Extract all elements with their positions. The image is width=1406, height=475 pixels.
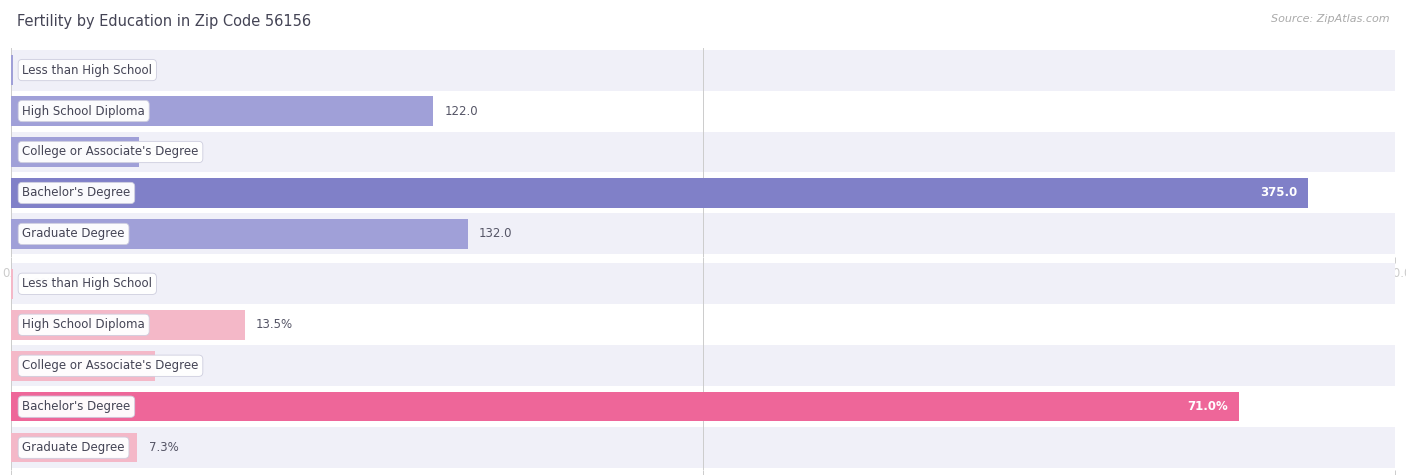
Bar — [11, 427, 1395, 468]
Text: 0.0%: 0.0% — [22, 277, 52, 290]
Text: 122.0: 122.0 — [444, 104, 478, 117]
Text: Graduate Degree: Graduate Degree — [22, 228, 125, 240]
Bar — [11, 263, 1395, 304]
Bar — [11, 392, 1239, 421]
Text: High School Diploma: High School Diploma — [22, 104, 145, 117]
Bar — [11, 433, 138, 463]
Text: 7.3%: 7.3% — [149, 441, 179, 454]
Text: 71.0%: 71.0% — [1187, 400, 1227, 413]
Text: Less than High School: Less than High School — [22, 64, 152, 76]
Text: Graduate Degree: Graduate Degree — [22, 441, 125, 454]
Bar — [11, 351, 155, 380]
Bar — [11, 91, 1395, 132]
Text: Less than High School: Less than High School — [22, 277, 152, 290]
Text: College or Associate's Degree: College or Associate's Degree — [22, 359, 198, 372]
Bar — [11, 213, 1395, 255]
Text: 37.0: 37.0 — [150, 145, 176, 159]
Text: Fertility by Education in Zip Code 56156: Fertility by Education in Zip Code 56156 — [17, 14, 311, 29]
Text: Source: ZipAtlas.com: Source: ZipAtlas.com — [1271, 14, 1389, 24]
Text: 13.5%: 13.5% — [256, 318, 292, 331]
Bar — [11, 386, 1395, 427]
Text: Bachelor's Degree: Bachelor's Degree — [22, 400, 131, 413]
Bar — [11, 304, 1395, 345]
Text: 0.0: 0.0 — [22, 64, 41, 76]
Bar — [11, 172, 1395, 213]
Bar — [11, 96, 433, 126]
Text: College or Associate's Degree: College or Associate's Degree — [22, 145, 198, 159]
Bar — [11, 132, 1395, 172]
Text: 132.0: 132.0 — [479, 228, 512, 240]
Text: 375.0: 375.0 — [1260, 187, 1298, 200]
Bar — [11, 345, 1395, 386]
Bar — [11, 219, 468, 249]
Bar — [11, 49, 1395, 91]
Text: Bachelor's Degree: Bachelor's Degree — [22, 187, 131, 200]
Text: 8.3%: 8.3% — [166, 359, 195, 372]
Text: High School Diploma: High School Diploma — [22, 318, 145, 331]
Bar — [11, 137, 139, 167]
Bar — [11, 178, 1308, 208]
Bar — [11, 310, 245, 340]
